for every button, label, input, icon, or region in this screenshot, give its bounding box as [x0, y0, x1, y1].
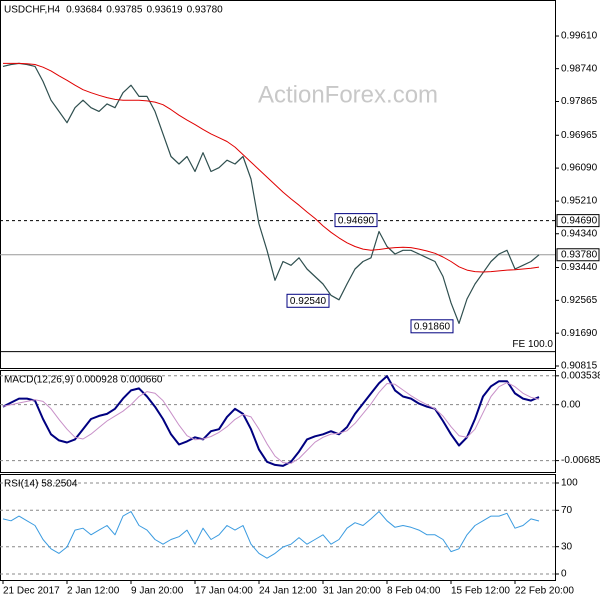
panel-frame	[0, 370, 556, 473]
level-box	[556, 248, 600, 262]
quote-value: 0.93780	[187, 5, 224, 16]
series-line	[2, 511, 540, 559]
y-tick-label: 0.93440	[561, 262, 598, 273]
series-line	[2, 382, 540, 464]
y-tick-label: 0.92565	[561, 295, 598, 306]
x-tick-label: 2 Jan 12:00	[67, 586, 120, 597]
y-tick-label: -0.006853	[561, 455, 600, 466]
y-tick-label: 0.96965	[561, 130, 598, 141]
price-label-box	[334, 213, 378, 228]
price-label: 0.91860	[414, 321, 451, 332]
y-tick-label: 0.98740	[561, 63, 598, 74]
y-tick-label: 0.91690	[561, 328, 598, 339]
y-tick-label: 0.00	[561, 399, 581, 410]
quote-value: 0.93684	[66, 5, 103, 16]
y-tick-label: 0.94340	[561, 228, 598, 239]
x-tick-label: 31 Jan 20:00	[323, 586, 381, 597]
price-label: 0.92540	[290, 296, 327, 307]
y-tick-label: 0.95210	[561, 196, 598, 207]
x-tick-label: 24 Jan 12:00	[259, 586, 317, 597]
level-box	[556, 214, 600, 228]
x-tick-label: 21 Dec 2017	[3, 586, 60, 597]
y-tick-label: 0.96090	[561, 163, 598, 174]
series-line	[3, 62, 540, 273]
y-tick-label: 70	[561, 505, 573, 516]
x-tick-label: 17 Jan 04:00	[195, 586, 253, 597]
level-label: 0.93780	[561, 249, 598, 260]
panel-frame	[0, 0, 556, 369]
quote-value: 0.93785	[106, 5, 143, 16]
y-tick-label: 100	[561, 478, 578, 489]
watermark: ActionForex.com	[258, 81, 438, 108]
y-tick-label: 0.90815	[561, 361, 598, 372]
x-tick-label: 9 Jan 20:00	[131, 586, 184, 597]
x-tick-label: 8 Feb 04:00	[387, 586, 441, 597]
price-label: 0.94690	[338, 215, 375, 226]
price-label-box	[286, 293, 330, 308]
panel-title: MACD(12,26,9) 0.000928 0.000660	[4, 375, 163, 386]
y-tick-label: 0.99610	[561, 31, 598, 42]
y-tick-label: 0.97865	[561, 96, 598, 107]
y-tick-label: 30	[561, 541, 573, 552]
price-label-box	[410, 319, 454, 334]
series-line	[2, 375, 540, 467]
y-tick-label: 0	[561, 569, 567, 580]
series-line	[2, 62, 540, 324]
fe-label: FE 100.0	[512, 339, 553, 350]
x-tick-label: 15 Feb 12:00	[451, 586, 510, 597]
level-label: 0.94690	[561, 215, 598, 226]
panel-frame	[0, 474, 556, 581]
x-tick-label: 22 Feb 20:00	[515, 586, 574, 597]
y-tick-label: 0.003538	[561, 370, 600, 381]
panel-title: USDCHF,H4	[4, 5, 61, 16]
quote-value: 0.93619	[146, 5, 183, 16]
panel-title: RSI(14) 58.2504	[4, 479, 78, 490]
